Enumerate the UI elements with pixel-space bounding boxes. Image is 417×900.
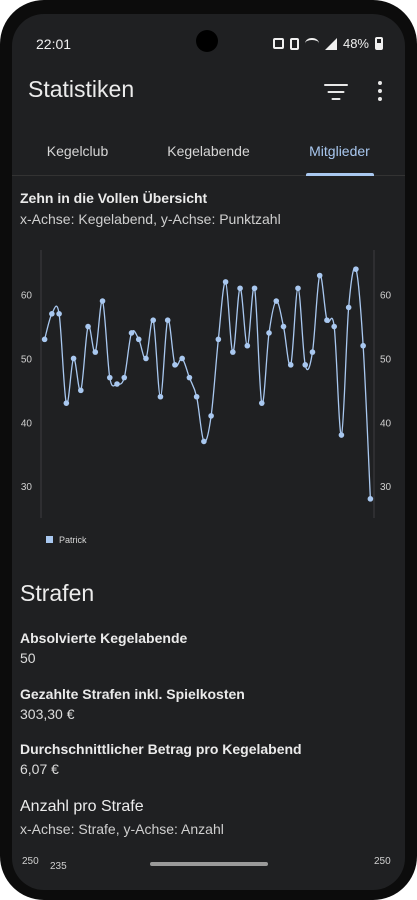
legend-swatch: [46, 536, 53, 543]
data-point: [360, 342, 366, 349]
data-point: [208, 413, 214, 419]
data-point: [70, 355, 77, 362]
data-point: [49, 311, 55, 317]
data-point: [106, 374, 113, 381]
chart2-left-tick: 250: [22, 856, 39, 867]
y-tick-label-right: 40: [380, 418, 392, 429]
data-point: [150, 317, 157, 323]
data-point: [295, 285, 301, 292]
data-point: [99, 298, 106, 304]
stat-label-durchschnitt: Durchschnittlicher Betrag pro Kegelabend: [20, 741, 302, 757]
data-point: [143, 355, 149, 362]
battery-icon: [375, 37, 383, 50]
data-point: [128, 330, 135, 336]
tab-kegelclub[interactable]: Kegelclub: [46, 143, 109, 159]
y-tick-label-right: 60: [380, 291, 392, 302]
data-point: [331, 323, 337, 330]
data-point: [280, 323, 287, 330]
wifi-icon: [304, 38, 319, 49]
legend-label: Patrick: [59, 535, 87, 545]
data-point: [287, 362, 294, 368]
data-point: [157, 393, 164, 400]
screen: 22:01 48% Statistiken Kegelclub Kege: [12, 14, 405, 890]
y-tick-label-left: 60: [21, 291, 33, 302]
gesture-bar[interactable]: [150, 862, 268, 866]
data-point: [121, 374, 128, 381]
alarm-icon: [272, 38, 284, 49]
tab-kegelabende[interactable]: Kegelabende: [167, 143, 250, 159]
data-point: [273, 298, 280, 304]
tab-mitglieder[interactable]: Mitglieder: [309, 143, 370, 159]
page-title: Statistiken: [28, 76, 135, 102]
chart2-right-tick: 250: [374, 856, 391, 867]
data-point: [193, 393, 200, 400]
data-point: [367, 496, 374, 502]
data-point: [186, 374, 193, 381]
data-point: [135, 336, 142, 343]
data-point: [237, 285, 243, 292]
data-point: [345, 304, 352, 311]
data-point: [258, 400, 265, 406]
status-time: 22:01: [36, 36, 72, 52]
data-point: [92, 349, 99, 355]
filter-icon[interactable]: [324, 82, 348, 102]
data-point: [222, 279, 229, 285]
chart2-bar-label: 235: [50, 861, 67, 872]
y-tick-label-left: 40: [21, 418, 33, 429]
data-point: [172, 362, 178, 368]
data-point: [316, 272, 323, 279]
data-point: [179, 355, 185, 362]
data-point: [338, 432, 345, 438]
section-heading-strafen: Strafen: [20, 580, 95, 606]
data-point: [302, 362, 309, 368]
stat-value-kegelabende: 50: [20, 650, 36, 666]
data-point: [251, 285, 258, 292]
chart2-subtitle: x-Achse: Strafe, y-Achse: Anzahl: [20, 821, 224, 837]
data-point: [78, 387, 84, 394]
data-point: [266, 330, 272, 336]
stat-label-kegelabende: Absolvierte Kegelabende: [20, 630, 188, 646]
data-point: [324, 317, 330, 323]
battery-percent: 48%: [342, 36, 369, 51]
data-point: [114, 381, 120, 387]
data-point: [41, 336, 48, 343]
chart-title: Zehn in die Vollen Übersicht: [20, 190, 208, 206]
y-tick-label-left: 30: [21, 482, 33, 493]
chart-subtitle: x-Achse: Kegelabend, y-Achse: Punktzahl: [20, 211, 281, 227]
data-point: [353, 266, 359, 272]
data-point: [56, 311, 62, 317]
status-bar: 22:01 48%: [12, 14, 405, 58]
vibrate-icon: [289, 37, 299, 50]
data-point: [244, 342, 251, 349]
chart2-title: Anzahl pro Strafe: [20, 798, 144, 815]
signal-icon: [324, 37, 337, 50]
y-tick-label-left: 50: [21, 354, 33, 365]
y-tick-label-right: 50: [380, 354, 392, 365]
series-line: [43, 267, 372, 499]
camera-cutout: [196, 30, 218, 52]
y-tick-label-right: 30: [380, 482, 392, 493]
tab-bar: Kegelclub Kegelabende Mitglieder: [12, 126, 405, 176]
stat-value-durchschnitt: 6,07 €: [20, 761, 59, 777]
stat-value-strafen: 303,30 €: [20, 706, 75, 722]
data-point: [215, 336, 222, 343]
tab-indicator: [306, 173, 374, 176]
data-point: [164, 317, 171, 323]
status-icons: 48%: [272, 36, 383, 51]
line-chart: 30 30 40 40 50 50 60 60 Patrick: [21, 250, 392, 545]
data-point: [85, 323, 91, 330]
more-vert-icon[interactable]: [376, 80, 384, 102]
data-point: [230, 349, 236, 355]
data-point: [63, 400, 70, 406]
stat-label-strafen: Gezahlte Strafen inkl. Spielkosten: [20, 686, 245, 702]
data-point: [201, 438, 207, 445]
data-point: [309, 349, 316, 355]
